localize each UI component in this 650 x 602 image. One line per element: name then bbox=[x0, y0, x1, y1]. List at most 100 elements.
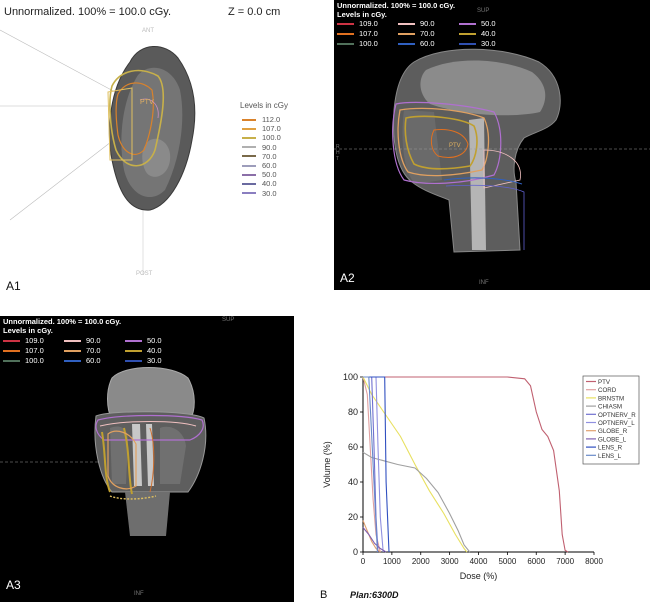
a3-legend-swatch bbox=[125, 349, 142, 352]
a3-header-line2: Levels in cGy. bbox=[3, 326, 53, 335]
a2-header-line1: Unnormalized. 100% = 100.0 cGy. bbox=[337, 1, 456, 10]
series-line-globe_l bbox=[362, 527, 387, 553]
a2-legend-swatch bbox=[459, 22, 476, 25]
a1-legend-label: 70.0 bbox=[262, 151, 277, 161]
a2-legend-label: 40.0 bbox=[481, 29, 496, 38]
a2-legend-swatch bbox=[459, 42, 476, 45]
a2-header-line2: Levels in cGy. bbox=[337, 10, 387, 19]
series-line-brnstm bbox=[362, 376, 468, 553]
a1-legend-entry: 112.0 bbox=[242, 115, 281, 124]
series-line-chiasm bbox=[362, 451, 471, 553]
a1-legend-entry: 70.0 bbox=[242, 152, 281, 161]
a1-legend-entry: 50.0 bbox=[242, 170, 281, 179]
a1-header: Unnormalized. 100% = 100.0 cGy. bbox=[4, 6, 172, 18]
series-line-ptv bbox=[363, 376, 569, 553]
a2-legend-entry: 90.0 bbox=[398, 19, 435, 28]
series-line-lens_l bbox=[363, 376, 378, 553]
a2-legend-entry: 40.0 bbox=[459, 29, 496, 38]
y-tick-label: 20 bbox=[348, 512, 358, 522]
y-tick-label: 0 bbox=[353, 547, 358, 557]
a1-legend-swatch bbox=[242, 136, 256, 139]
a1-top-label: ANT bbox=[142, 28, 154, 34]
a2-legend-entry: 107.0 bbox=[337, 29, 378, 38]
a1-legend-entry: 30.0 bbox=[242, 189, 281, 198]
a1-z-label: Z = 0.0 cm bbox=[228, 6, 281, 18]
a2-legend-entry: 100.0 bbox=[337, 39, 378, 48]
a3-legend-swatch bbox=[64, 339, 81, 342]
panel-a1: Unnormalized. 100% = 100.0 cGy. Z = 0.0 … bbox=[0, 0, 318, 296]
a1-legend-swatch bbox=[242, 146, 256, 149]
x-tick-label: 2000 bbox=[412, 557, 430, 566]
a3-panel-label: A3 bbox=[6, 578, 21, 592]
a2-legend-entry: 70.0 bbox=[398, 29, 435, 38]
a3-legend-entry: 70.0 bbox=[64, 346, 101, 355]
a1-legend-swatch bbox=[242, 155, 256, 158]
a2-legend-entry: 109.0 bbox=[337, 19, 378, 28]
a3-legend-label: 109.0 bbox=[25, 336, 44, 345]
a1-legend: 112.0 107.0 100.0 90.0 70.0 60.0 50.0 40… bbox=[242, 115, 281, 198]
x-tick-label: 0 bbox=[361, 557, 366, 566]
a2-legend-swatch bbox=[337, 32, 354, 35]
legend-label: CORD bbox=[598, 387, 617, 394]
x-tick-label: 6000 bbox=[527, 557, 545, 566]
a3-legend-swatch bbox=[125, 359, 142, 362]
a2-legend-label: 100.0 bbox=[359, 39, 378, 48]
b-plan-label: Plan:6300D bbox=[350, 590, 399, 600]
a3-legend-swatch bbox=[3, 349, 20, 352]
a2-legend-label: 107.0 bbox=[359, 29, 378, 38]
a2-sagittal-ct-image: PTV bbox=[334, 48, 650, 253]
a3-legend-label: 30.0 bbox=[147, 356, 162, 365]
a2-legend-label: 60.0 bbox=[420, 39, 435, 48]
a2-legend-swatch bbox=[398, 42, 415, 45]
legend-label: LENS_R bbox=[598, 445, 623, 452]
a3-header-line1: Unnormalized. 100% = 100.0 cGy. bbox=[3, 317, 122, 326]
legend-label: CHIASM bbox=[598, 404, 622, 411]
a3-legend-swatch bbox=[64, 349, 81, 352]
x-tick-label: 4000 bbox=[470, 557, 488, 566]
svg-text:PTV: PTV bbox=[449, 143, 461, 149]
a3-legend-entry: 30.0 bbox=[125, 356, 162, 365]
a2-legend-label: 30.0 bbox=[481, 39, 496, 48]
legend-label: PTV bbox=[598, 379, 611, 386]
a1-axial-ct-image: PTV bbox=[0, 29, 196, 275]
a1-legend-swatch bbox=[242, 164, 256, 167]
a1-legend-label: 40.0 bbox=[262, 179, 277, 189]
y-tick-label: 60 bbox=[348, 442, 358, 452]
a1-legend-label: 30.0 bbox=[262, 188, 277, 198]
a3-legend-entry: 109.0 bbox=[3, 336, 44, 345]
y-tick-label: 80 bbox=[348, 407, 358, 417]
a2-legend-label: 70.0 bbox=[420, 29, 435, 38]
x-axis-label: Dose (%) bbox=[460, 571, 498, 581]
a1-legend-swatch bbox=[242, 173, 256, 176]
svg-text:PTV: PTV bbox=[140, 99, 154, 106]
a3-legend-entry: 60.0 bbox=[64, 356, 101, 365]
a3-legend-label: 40.0 bbox=[147, 346, 162, 355]
a2-legend-label: 90.0 bbox=[420, 19, 435, 28]
a3-bottom-label: INF bbox=[134, 591, 144, 597]
x-tick-label: 7000 bbox=[556, 557, 574, 566]
panel-b: 0 20 40 60 80 100 0 1000 2000 3000 4000 5000 6000 700… bbox=[306, 364, 650, 602]
a2-bottom-label: INF bbox=[479, 280, 489, 286]
a1-legend-entry: 107.0 bbox=[242, 124, 281, 133]
a1-legend-label: 112.0 bbox=[262, 115, 281, 125]
a1-legend-label: 50.0 bbox=[262, 170, 277, 180]
legend-label: GLOBE_L bbox=[598, 436, 627, 443]
panel-a2: Unnormalized. 100% = 100.0 cGy. Levels i… bbox=[334, 0, 650, 290]
a2-legend-label: 50.0 bbox=[481, 19, 496, 28]
a3-legend-label: 70.0 bbox=[86, 346, 101, 355]
y-axis-label: Volume (%) bbox=[322, 441, 332, 488]
series-line-lens_r bbox=[363, 376, 390, 553]
a1-legend-title: Levels in cGy bbox=[240, 101, 289, 110]
a2-legend-swatch bbox=[337, 22, 354, 25]
a3-legend-label: 50.0 bbox=[147, 336, 162, 345]
a1-bottom-label: POST bbox=[136, 271, 153, 277]
a3-legend-swatch bbox=[125, 339, 142, 342]
a2-legend-label: 109.0 bbox=[359, 19, 378, 28]
a2-legend-entry: 30.0 bbox=[459, 39, 496, 48]
a2-legend-swatch bbox=[398, 32, 415, 35]
legend-label: BRNSTM bbox=[598, 395, 624, 402]
a1-legend-swatch bbox=[242, 127, 256, 130]
a1-legend-entry: 100.0 bbox=[242, 133, 281, 142]
panel-a3: Unnormalized. 100% = 100.0 cGy. Levels i… bbox=[0, 316, 294, 602]
